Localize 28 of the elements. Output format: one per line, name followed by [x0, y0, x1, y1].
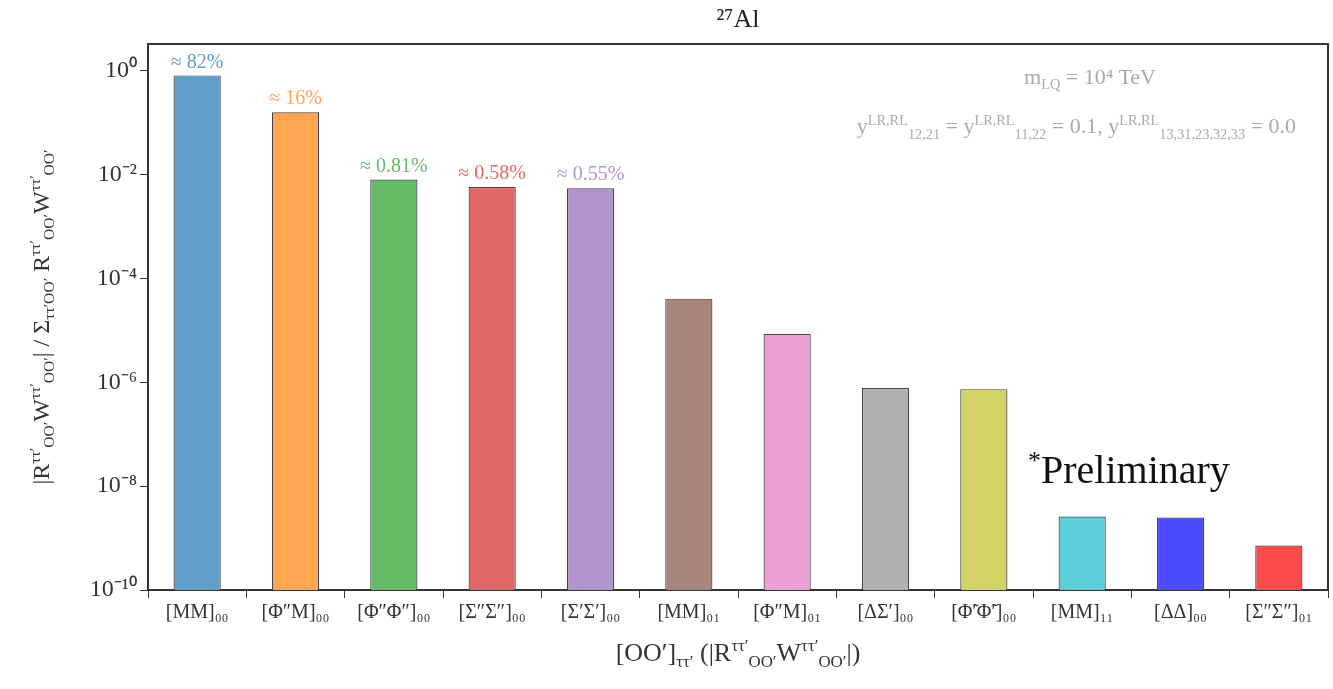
y-tick-label: 10⁻⁶: [96, 367, 137, 394]
x-tick-label: [Σ″Σ″]₀₀: [458, 600, 526, 623]
x-tick-label: [Φ″M]₀₀: [261, 600, 330, 623]
data-label: ≈ 0.55%: [556, 162, 625, 185]
x-tick-label: [ΔΣ′]₀₀: [857, 600, 914, 623]
x-tick-label: [MM]₀₁: [657, 600, 721, 623]
x-tick-label: [Σ′Σ′]₀₀: [560, 600, 621, 623]
x-tick-label: [Φ̃′Φ̃′]₀₀: [951, 600, 1017, 623]
y-tick-label: 10⁰: [105, 56, 137, 83]
x-tick-label: [Φ″Φ″]₀₀: [357, 600, 431, 623]
text: y$^{LR,RL}$$_{12,21}$ = y$^{LR,RL}$$_{11,22}$ = 0.1, y$^{LR,RL}$$_{13,31,23,32,33}$ = 0.0: [856, 112, 1296, 142]
x-tick-label: [ΔΔ]₀₀: [1154, 600, 1208, 623]
y-tick-label: 10⁻⁸: [96, 471, 137, 498]
y-tick-label: 10⁻²: [97, 160, 137, 187]
data-label: ≈ 0.81%: [360, 153, 428, 176]
x-tick-label: [MM]₀₀: [165, 600, 229, 623]
data-label: ≈ 0.58%: [458, 161, 526, 184]
annotation: m$_{LQ}$ = 10⁴ TeV: [1024, 64, 1156, 94]
data-label: ≈ 16%: [269, 86, 322, 109]
y-tick-label: 10⁻⁴: [96, 263, 137, 290]
chart-title: ²⁷Al: [716, 4, 760, 34]
x-tick-label: [Φ″M]₀₁: [753, 600, 822, 623]
x-tick-label: [Σ″Σ″]₀₁: [1245, 600, 1313, 623]
x-tick-label: [MM]₁₁: [1050, 600, 1114, 623]
annotation: $^{*}$Preliminary: [1028, 446, 1230, 494]
data-label: ≈ 82%: [170, 49, 224, 72]
y-tick-label: 10⁻¹⁰: [89, 575, 137, 602]
text: [OO′]$_{ττ′}$ (|R$^{ττ′}$$_{OO′}$W$^{ττ′}$$_{OO′}$|): [615, 636, 861, 671]
